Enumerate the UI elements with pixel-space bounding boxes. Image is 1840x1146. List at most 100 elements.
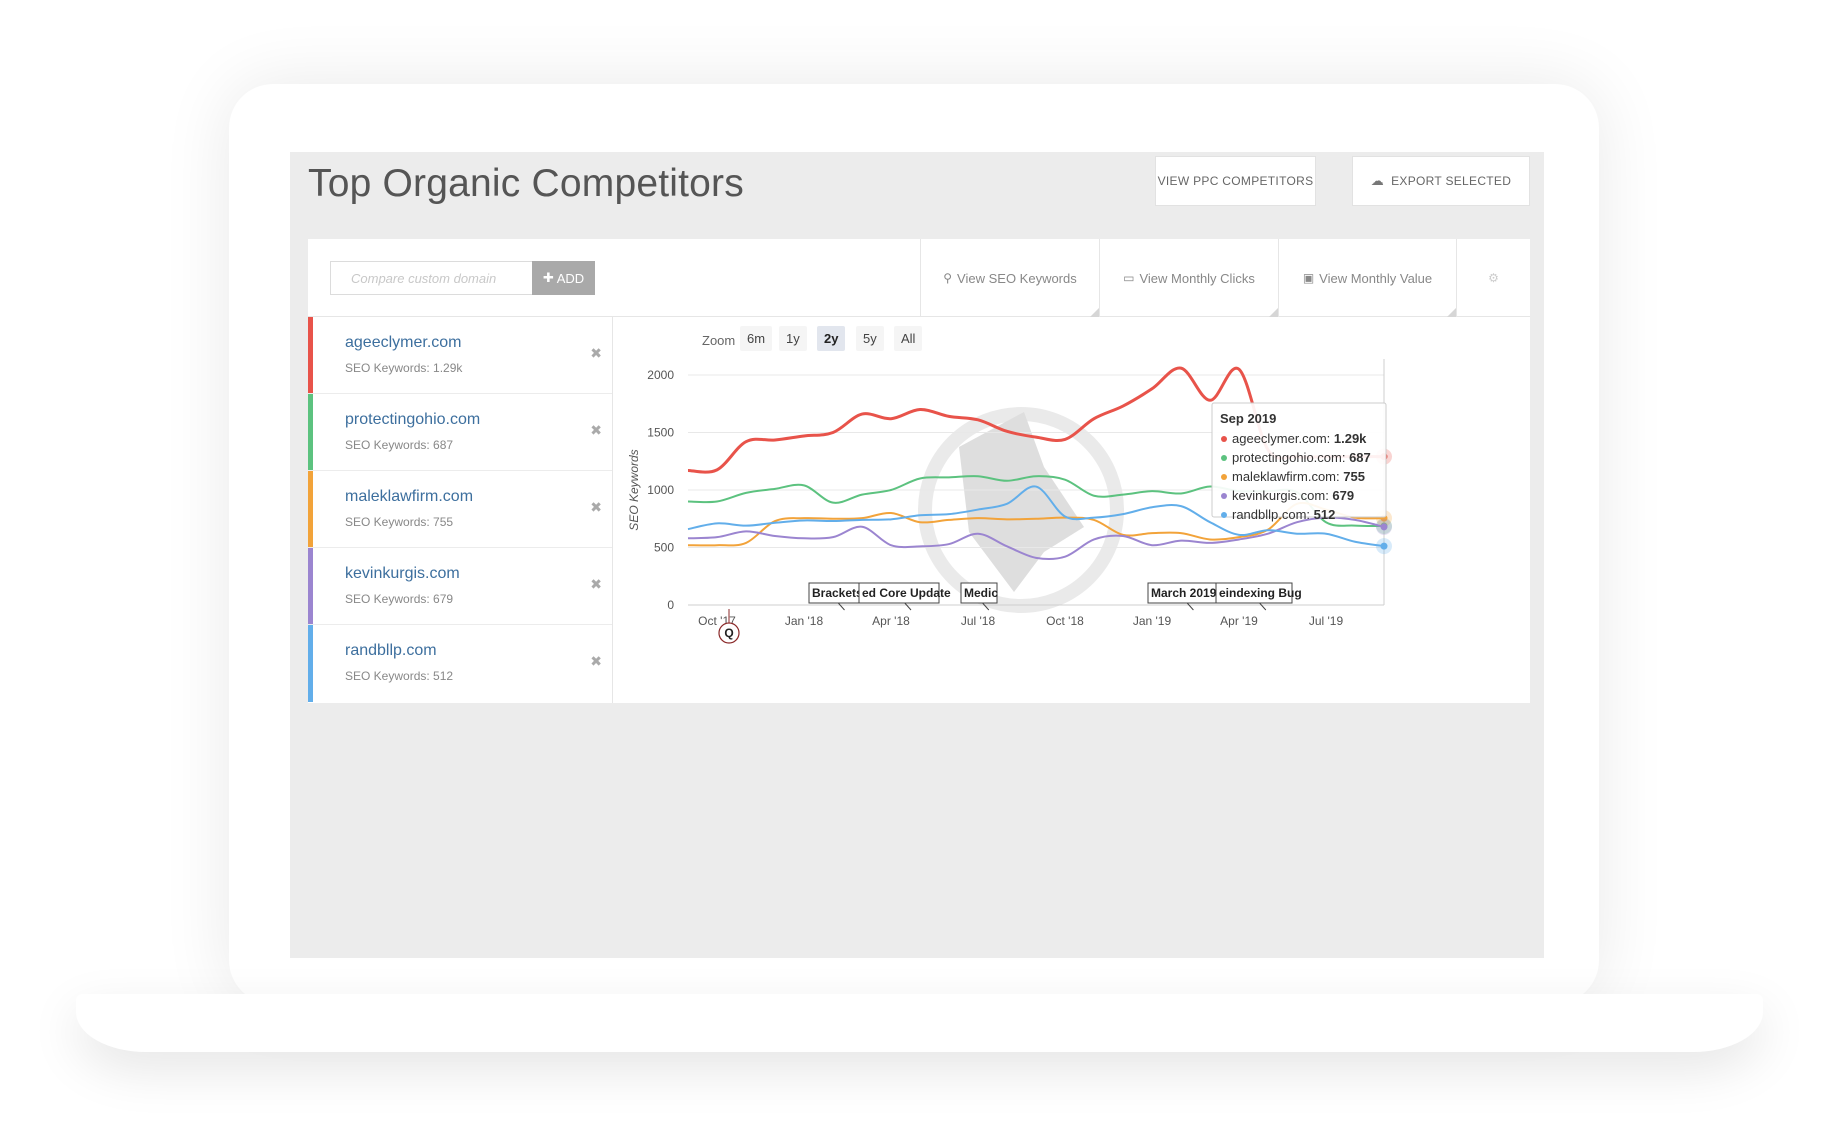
competitor-list: ageeclymer.com SEO Keywords: 1.29k ✖ pro… — [308, 317, 613, 703]
app-screen: Top Organic Competitors VIEW PPC COMPETI… — [290, 152, 1544, 958]
competitor-domain[interactable]: maleklawfirm.com — [345, 488, 474, 505]
money-icon: ▣ — [1302, 271, 1315, 285]
remove-icon[interactable]: ✖ — [590, 422, 602, 438]
tooltip-row: ageeclymer.com: 1.29k — [1232, 431, 1367, 446]
competitor-item-protectingohio[interactable]: protectingohio.com SEO Keywords: 687 ✖ — [308, 394, 612, 471]
competitor-keywords: SEO Keywords: 1.29k — [345, 361, 463, 375]
competitor-keywords: SEO Keywords: 755 — [345, 515, 454, 529]
competitor-item-kevinkurgis[interactable]: kevinkurgis.com SEO Keywords: 679 ✖ — [308, 548, 612, 625]
event-flag-label: March 2019 — [1151, 586, 1217, 600]
event-flag-label: Medic — [964, 586, 998, 600]
competitor-color-bar — [308, 394, 313, 470]
zoom-6m-button[interactable]: 6m — [740, 326, 773, 351]
tooltip-swatch — [1221, 512, 1227, 518]
annotation-marker[interactable]: Q — [718, 609, 740, 644]
event-flag[interactable]: eindexing Bug — [1215, 582, 1302, 611]
remove-icon[interactable]: ✖ — [590, 499, 602, 515]
remove-icon[interactable]: ✖ — [590, 576, 602, 592]
event-flag-label: eindexing Bug — [1219, 586, 1302, 600]
zoom-all-button[interactable]: All — [894, 326, 923, 351]
event-flag[interactable]: March 2019 — [1147, 582, 1217, 611]
gear-icon: ⚙ — [1488, 271, 1499, 285]
zoom-2y-button[interactable]: 2y — [817, 326, 846, 351]
key-icon: ⚲ — [943, 271, 953, 285]
y-axis: 0 500 1000 1500 2000 SEO Keywords — [627, 368, 674, 612]
add-domain-button[interactable]: ✚ ADD — [532, 261, 595, 295]
series-point[interactable] — [1380, 523, 1388, 531]
series-line-randbllp[interactable] — [687, 485, 1385, 548]
competitor-item-ageeclymer[interactable]: ageeclymer.com SEO Keywords: 1.29k ✖ — [308, 317, 612, 394]
tab-seo-label: View SEO Keywords — [957, 270, 1077, 286]
x-tick-label: Jul '18 — [961, 614, 996, 628]
zoom-5y-button[interactable]: 5y — [856, 326, 884, 351]
competitor-color-bar — [308, 471, 313, 547]
laptop-base — [76, 994, 1763, 1052]
zoom-label: Zoom — [702, 333, 736, 348]
tooltip-swatch — [1221, 436, 1227, 442]
x-tick-label: Apr '19 — [1220, 614, 1258, 628]
event-flag[interactable]: ed Core Update — [858, 582, 951, 611]
tooltip-swatch — [1221, 455, 1227, 461]
event-flag-label: ed Core Update — [862, 586, 951, 600]
competitor-domain[interactable]: kevinkurgis.com — [345, 565, 460, 582]
watermark-logo-icon — [918, 407, 1124, 613]
competitor-domain[interactable]: protectingohio.com — [345, 411, 481, 428]
add-domain-label: ADD — [556, 270, 585, 286]
competitor-color-bar — [308, 625, 313, 702]
export-selected-button[interactable]: ☁ EXPORT SELECTED — [1352, 156, 1530, 206]
tab-clicks-label: View Monthly Clicks — [1139, 270, 1255, 286]
competitors-panel: ✚ ADD ⚲ View SEO Keywords ▭ View Monthly… — [308, 239, 1530, 703]
tooltip-row: protectingohio.com: 687 — [1232, 450, 1371, 465]
x-tick-label: Oct '18 — [1046, 614, 1084, 628]
page-title: Top Organic Competitors — [308, 162, 744, 205]
competitor-item-randbllp[interactable]: randbllp.com SEO Keywords: 512 ✖ — [308, 625, 612, 702]
tab-view-monthly-clicks[interactable]: ▭ View Monthly Clicks — [1099, 239, 1278, 317]
competitor-domain[interactable]: ageeclymer.com — [345, 334, 462, 351]
tooltip-row: maleklawfirm.com: 755 — [1232, 469, 1365, 484]
y-tick-label: 2000 — [647, 368, 674, 382]
y-tick-label: 1000 — [647, 483, 674, 497]
remove-icon[interactable]: ✖ — [590, 653, 602, 669]
tooltip-row: kevinkurgis.com: 679 — [1232, 488, 1354, 503]
competitor-keywords: SEO Keywords: 512 — [345, 669, 454, 683]
tab-value-label: View Monthly Value — [1319, 270, 1433, 286]
export-selected-label: EXPORT SELECTED — [1391, 174, 1512, 188]
annotation-marker-label: Q — [724, 626, 733, 640]
zoom-1y-button[interactable]: 1y — [779, 326, 807, 351]
series-point[interactable] — [1380, 542, 1388, 550]
tab-view-seo-keywords[interactable]: ⚲ View SEO Keywords — [920, 239, 1099, 317]
laptop-icon: ▭ — [1123, 271, 1135, 285]
x-tick-label: Jan '18 — [785, 614, 824, 628]
tooltip-swatch — [1221, 474, 1227, 480]
tooltip-row: randbllp.com: 512 — [1232, 507, 1335, 522]
view-ppc-competitors-label: VIEW PPC COMPETITORS — [1157, 174, 1314, 188]
competitor-keywords: SEO Keywords: 687 — [345, 438, 454, 452]
y-tick-label: 500 — [654, 541, 674, 555]
chart-tooltip: Sep 2019 ageeclymer.com: 1.29k protectingo… — [1211, 402, 1387, 522]
y-axis-label: SEO Keywords — [627, 449, 641, 530]
tooltip-swatch — [1221, 493, 1227, 499]
competitor-item-maleklawfirm[interactable]: maleklawfirm.com SEO Keywords: 755 ✖ — [308, 471, 612, 548]
y-tick-label: 0 — [667, 598, 674, 612]
event-flag[interactable]: Brackets — [808, 582, 863, 611]
x-tick-label: Jan '19 — [1133, 614, 1172, 628]
tab-view-monthly-value[interactable]: ▣ View Monthly Value — [1278, 239, 1456, 317]
tooltip-title: Sep 2019 — [1220, 411, 1276, 426]
plus-icon: ✚ — [542, 270, 554, 285]
competitor-domain[interactable]: randbllp.com — [345, 642, 437, 659]
competitor-color-bar — [308, 548, 313, 624]
event-flag-label: Brackets — [812, 586, 863, 600]
remove-icon[interactable]: ✖ — [590, 345, 602, 361]
tooltip-box — [1211, 402, 1387, 518]
cloud-download-icon: ☁ — [1370, 173, 1385, 188]
series-line-kevinkurgis[interactable] — [687, 516, 1385, 561]
event-flags: Brackets ed Core Update Medic March 2019 ein… — [718, 582, 1302, 644]
settings-button[interactable]: ⚙ — [1456, 239, 1530, 317]
competitor-keywords: SEO Keywords: 679 — [345, 592, 454, 606]
custom-domain-input[interactable] — [330, 261, 532, 295]
x-tick-label: Apr '18 — [872, 614, 910, 628]
view-ppc-competitors-button[interactable]: VIEW PPC COMPETITORS — [1155, 156, 1316, 206]
chart-area: Zoom 6m 1y 2y 5y All 0 500 1000 1500 2000 SEO… — [614, 317, 1530, 703]
event-flag[interactable]: Medic — [960, 582, 998, 611]
